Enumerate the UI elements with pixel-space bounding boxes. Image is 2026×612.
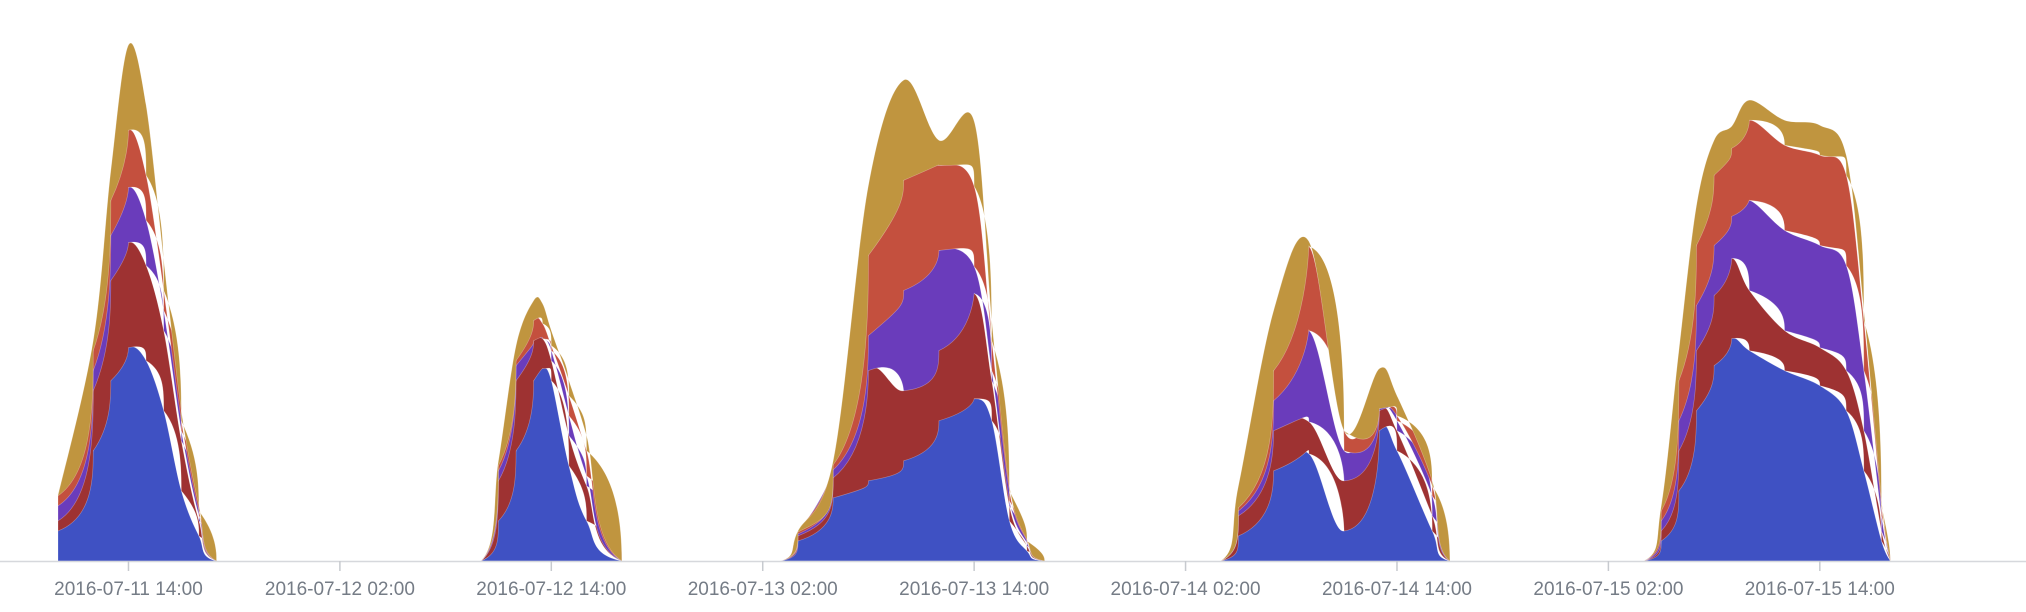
x-tick-label: 2016-07-14 14:00: [1322, 579, 1472, 600]
x-tick-label: 2016-07-12 14:00: [476, 579, 626, 600]
x-tick-label: 2016-07-11 14:00: [54, 579, 203, 600]
x-tick-label: 2016-07-15 02:00: [1533, 579, 1683, 600]
area-layers: [57, 42, 1891, 562]
x-tick-label: 2016-07-13 14:00: [899, 579, 1049, 600]
x-tick-label: 2016-07-14 02:00: [1111, 579, 1261, 600]
x-tick-label: 2016-07-15 14:00: [1745, 579, 1895, 600]
x-axis-ticks: 2016-07-11 14:00 2016-07-12 02:00 2016-07-…: [54, 561, 1895, 600]
x-tick-label: 2016-07-12 02:00: [265, 579, 415, 600]
x-tick-label: 2016-07-13 02:00: [688, 579, 838, 600]
